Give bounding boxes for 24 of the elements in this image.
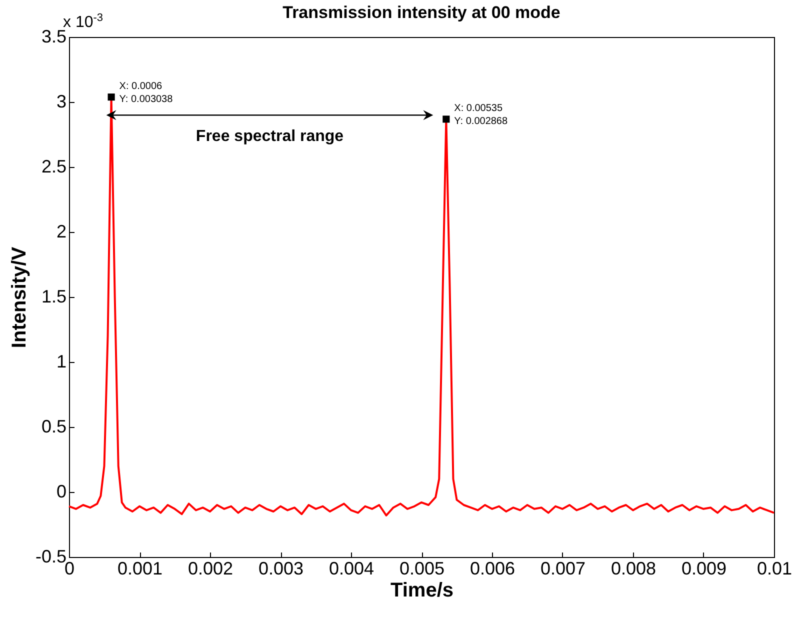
annotation: X: 0.0006 Y: 0.003038 xyxy=(119,81,174,106)
x-tick-label: 0.003 xyxy=(258,558,304,578)
y-tick-label: 2 xyxy=(56,222,66,242)
y-tick-label: 0 xyxy=(56,482,66,502)
y-axis-title: Intensity/V xyxy=(8,246,30,348)
annotation: Free spectral range xyxy=(196,128,344,146)
x-tick-label: 0.008 xyxy=(610,558,656,578)
x-tick-label: 0.01 xyxy=(756,558,792,578)
x-tick-label: 0.005 xyxy=(399,558,445,578)
x-tick-label: 0.002 xyxy=(188,558,234,578)
y-tick-label: -0.5 xyxy=(35,546,66,566)
y-tick-label: 0.5 xyxy=(41,416,66,436)
x-axis-title: Time/s xyxy=(390,580,454,602)
x-tick-label: 0.006 xyxy=(470,558,516,578)
x-tick-label: 0.007 xyxy=(540,558,586,578)
y-tick-label: 1.5 xyxy=(41,286,66,306)
y-tick-label: 3 xyxy=(56,92,66,112)
chart-title: Transmission intensity at 00 mode xyxy=(282,3,560,22)
x-tick-label: 0.009 xyxy=(681,558,727,578)
y-tick-label: 2.5 xyxy=(41,156,66,176)
x-tick-label: 0.004 xyxy=(328,558,374,578)
annotation: X: 0.00535 Y: 0.002868 xyxy=(454,103,508,128)
x-tick-label: 0.001 xyxy=(117,558,163,578)
y-tick-label: 1 xyxy=(56,352,66,372)
